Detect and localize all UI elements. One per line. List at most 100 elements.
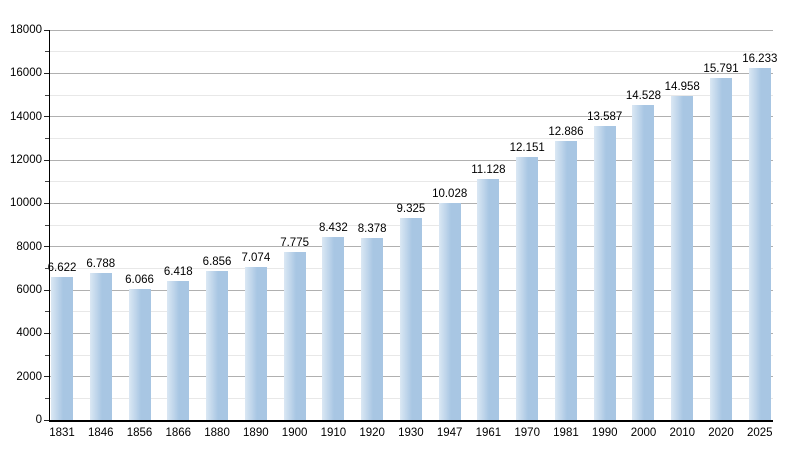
bar: 6.622 1831 <box>48 262 77 439</box>
bar-value-label: 12.151 <box>509 141 545 154</box>
y-axis-tick-label: 8000 <box>16 240 42 253</box>
y-axis-tick-label: 4000 <box>16 327 42 340</box>
y-axis-tick <box>44 332 49 334</box>
x-axis-tick-label: 2010 <box>669 427 696 439</box>
y-axis-tick-label: 0 <box>35 414 42 426</box>
y-axis-tick <box>45 137 49 139</box>
y-axis-tick-label: 18000 <box>10 24 42 36</box>
gridline-major <box>49 72 773 74</box>
y-axis-tick <box>44 376 49 378</box>
y-axis-tick-label: 10000 <box>10 197 42 210</box>
y-axis-tick <box>45 224 49 226</box>
x-axis-tick-label: 1856 <box>126 427 153 439</box>
bar-value-label: 6.066 <box>125 273 154 286</box>
gridline-minor <box>49 181 773 183</box>
x-axis-tick-label: 1890 <box>243 427 269 439</box>
bar-value-label: 15.791 <box>703 62 739 75</box>
plot-area: 6.622 1831 6.788 1846 6.066 1856 6.418 1866 6.85… <box>48 29 778 439</box>
y-axis-tick <box>44 29 49 31</box>
bar: 6.788 1846 <box>86 258 115 439</box>
bar-value-label: 9.325 <box>396 202 426 215</box>
y-axis-tick <box>44 246 49 248</box>
y-axis-tick <box>45 181 49 183</box>
bar-value-label: 8.378 <box>357 223 387 236</box>
x-axis-tick-label: 1880 <box>204 427 230 439</box>
bar-value-label: 6.622 <box>47 261 77 274</box>
x-axis-tick-label: 2025 <box>746 427 773 439</box>
bar: 8.378 1920 <box>358 223 387 439</box>
y-axis-tick <box>45 51 49 53</box>
bar-value-label: 6.418 <box>163 265 193 278</box>
gridline-minor <box>49 51 773 53</box>
bar-value-label: 11.128 <box>471 163 506 176</box>
x-axis-tick-label: 1990 <box>591 427 618 439</box>
bar: 12.151 1970 <box>510 142 545 439</box>
bar-value-label: 13.587 <box>587 110 623 123</box>
x-axis-line <box>49 420 773 422</box>
x-axis-tick-label: 1981 <box>553 427 579 439</box>
y-axis-tick <box>45 311 49 313</box>
y-axis-tick <box>44 159 49 161</box>
x-axis-tick-label: 1866 <box>165 427 192 439</box>
y-axis-labels: 0 2000 4000 6000 8000 10000 12000 14000 16000 180… <box>0 24 42 426</box>
y-axis-tick <box>44 72 49 74</box>
y-axis-tick <box>45 267 49 269</box>
x-axis-tick-label: 2000 <box>630 427 657 439</box>
bar: 9.325 1930 <box>397 203 426 439</box>
bar-value-label: 6.856 <box>202 256 232 269</box>
y-axis-tick <box>44 202 49 204</box>
y-axis-tick <box>45 354 49 356</box>
x-axis-tick-label: 1947 <box>436 427 463 439</box>
bar-value-label: 16.233 <box>742 53 778 66</box>
bar: 14.958 2010 <box>665 81 700 439</box>
x-axis-tick-label: 1900 <box>281 427 308 439</box>
y-axis-tick-label: 14000 <box>10 110 42 123</box>
gridline-minor <box>49 94 773 96</box>
bar-value-label: 8.432 <box>318 222 348 235</box>
bar-value-label: 10.028 <box>432 187 468 200</box>
gridline-major <box>49 159 773 161</box>
bar: 15.791 2020 <box>703 63 738 439</box>
bar: 11.128 1961 <box>471 164 505 439</box>
bar: 14.528 2000 <box>626 90 661 439</box>
y-axis-tick-label: 6000 <box>16 284 42 297</box>
x-axis-tick-label: 2020 <box>708 427 734 439</box>
x-axis-tick-label: 1920 <box>359 427 385 439</box>
gridline-major <box>49 116 773 118</box>
x-axis-tick-label: 1961 <box>475 427 502 439</box>
x-axis-tick-label: 1970 <box>514 427 540 439</box>
bar-value-label: 14.528 <box>625 90 662 103</box>
bar-value-label: 7.074 <box>241 251 271 264</box>
bar: 6.418 1866 <box>164 266 193 439</box>
y-axis-tick-label: 12000 <box>10 154 42 167</box>
bar: 16.233 2025 <box>742 53 777 439</box>
y-axis-tick-label: 16000 <box>10 67 42 80</box>
bar: 13.587 1990 <box>587 111 622 439</box>
y-axis-tick-label: 2000 <box>16 370 42 383</box>
bar: 8.432 1910 <box>319 222 348 439</box>
bar-value-label: 7.775 <box>280 236 309 249</box>
y-axis-tick <box>44 419 49 421</box>
x-axis-tick-label: 1930 <box>398 427 424 439</box>
bar: 7.775 1900 <box>280 237 309 439</box>
gridline-major <box>49 29 773 31</box>
y-axis-tick <box>45 94 49 96</box>
y-axis-tick <box>45 397 49 399</box>
x-axis-tick-label: 1846 <box>87 427 114 439</box>
bar-value-label: 6.788 <box>86 257 116 270</box>
x-axis-tick-label: 1831 <box>49 427 75 439</box>
y-axis-line <box>49 30 50 421</box>
y-axis-tick <box>44 116 49 118</box>
y-axis-tick <box>44 289 49 291</box>
bar-value-label: 14.958 <box>664 80 700 93</box>
bar: 10.028 1947 <box>432 188 467 439</box>
x-axis-tick-label: 1910 <box>320 427 347 439</box>
y-axis-ticks <box>44 29 49 421</box>
bar: 12.886 1981 <box>548 126 583 439</box>
gridline-major <box>49 202 773 204</box>
bar: 6.856 1880 <box>203 256 232 439</box>
bar: 6.066 1856 <box>125 274 154 439</box>
bars: 6.622 1831 6.788 1846 6.066 1856 6.418 1866 6.85… <box>48 30 778 439</box>
bar-value-label: 12.886 <box>548 125 584 138</box>
